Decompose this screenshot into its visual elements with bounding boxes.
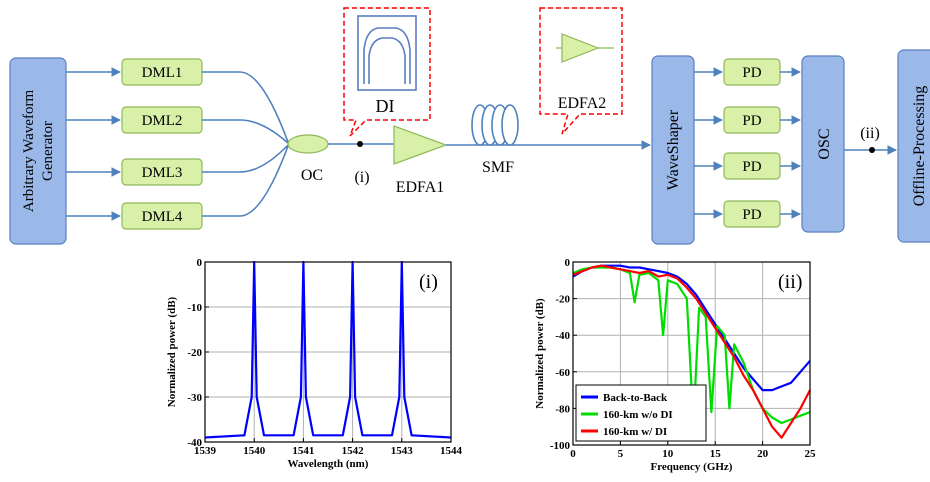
awg-label-line1: Arbitrary Waveform	[21, 90, 37, 213]
legend-label: Back-to-Back	[603, 392, 668, 404]
y-tick-label: -20	[187, 347, 202, 359]
setup-diagram: Arbitrary Waveform Generator DML1 DML2 D…	[9, 7, 930, 245]
edfa2-label: EDFA2	[558, 95, 607, 112]
legend-label: 160-km w/o DI	[603, 409, 673, 421]
x-tick-label: 15	[710, 448, 722, 460]
x-tick-label: 1541	[292, 445, 314, 457]
y-tick-label: 0	[565, 257, 571, 269]
x-tick-label: 1540	[243, 445, 266, 457]
waveshaper-label: WaveShaper	[665, 109, 682, 190]
offline-label: Offline-Processing	[911, 86, 928, 207]
y-tick-label: -80	[555, 403, 570, 415]
edfa2-amplifier	[561, 33, 600, 63]
y-axis-label: Normalized power (dB)	[166, 296, 178, 407]
x-tick-label: 20	[757, 448, 769, 460]
osc-label: OSC	[816, 128, 833, 159]
y-tick-label: -60	[555, 367, 570, 379]
point-ii-dot	[869, 147, 875, 153]
y-tick-label: -30	[187, 392, 202, 404]
edfa1-amplifier	[393, 125, 448, 165]
chart-i: 1539 1540 1541 1542 1543 1544 0 -10 -20 -30 -40 Wav…	[166, 257, 463, 470]
x-tick-label: 1543	[391, 445, 414, 457]
awg-box	[9, 57, 67, 245]
dml-to-oc-lines	[202, 71, 289, 217]
point-i-dot	[357, 141, 363, 147]
legend-label: 160-km w/ DI	[603, 426, 667, 438]
edfa2-callout: EDFA2	[539, 7, 623, 135]
dml4-label: DML4	[142, 209, 183, 225]
y-tick-label: -40	[187, 437, 202, 449]
point-i-label: (i)	[354, 169, 369, 186]
x-tick-label: 1542	[342, 445, 365, 457]
awg-to-dml-arrows	[66, 67, 121, 221]
x-tick-label: 1539	[194, 445, 217, 457]
y-axis-label: Normalized power (dB)	[534, 298, 546, 409]
pd-group: PD PD PD PD	[723, 58, 781, 228]
x-tick-label: 1544	[440, 445, 463, 457]
chart-ii: 0 5 10 15 20 25 0 -20 -40 -60 -80 -100 Frequency (GH…	[534, 257, 816, 473]
y-tick-label: -40	[555, 330, 570, 342]
dml1-label: DML1	[142, 65, 183, 81]
pd4-label: PD	[742, 207, 761, 223]
y-tick-label: 0	[197, 257, 203, 269]
panel-label: (i)	[419, 271, 438, 293]
di-label: DI	[376, 96, 395, 116]
x-tick-label: 0	[570, 448, 576, 460]
awg-label-line2: Generator	[40, 121, 56, 181]
x-tick-label: 5	[618, 448, 624, 460]
dml3-label: DML3	[142, 165, 183, 181]
smf-coil-icon	[471, 104, 519, 146]
osc-box	[801, 55, 845, 233]
dml-group: DML1 DML2 DML3 DML4	[121, 58, 203, 230]
di-response-icon	[357, 15, 417, 91]
plot-frame	[572, 261, 811, 446]
pd3-label: PD	[742, 159, 761, 175]
edfa1-label: EDFA1	[396, 179, 445, 196]
y-tick-label: -20	[555, 294, 570, 306]
pd1-label: PD	[742, 65, 761, 81]
smf-label: SMF	[482, 159, 514, 176]
series-line-0	[204, 260, 452, 439]
y-tick-label: -100	[550, 440, 571, 452]
x-axis-label: Wavelength (nm)	[288, 458, 369, 470]
pd-to-osc-arrows	[780, 67, 801, 219]
dml2-label: DML2	[142, 113, 183, 129]
point-ii-label: (ii)	[860, 125, 880, 142]
x-tick-label: 25	[805, 448, 817, 460]
series-line-160-km-w-di	[572, 264, 811, 439]
pd2-label: PD	[742, 113, 761, 129]
oc-coupler	[287, 134, 329, 154]
series-line-back-to-back	[572, 264, 811, 392]
oc-label: OC	[301, 167, 323, 184]
panel-label: (ii)	[778, 271, 802, 293]
waveshaper-box	[651, 55, 695, 245]
ws-to-pd-arrows	[694, 67, 723, 219]
y-tick-label: -10	[187, 302, 202, 314]
x-tick-label: 10	[662, 448, 674, 460]
offline-box	[897, 49, 930, 243]
di-callout: DI	[343, 7, 431, 137]
x-axis-label: Frequency (GHz)	[651, 461, 733, 473]
